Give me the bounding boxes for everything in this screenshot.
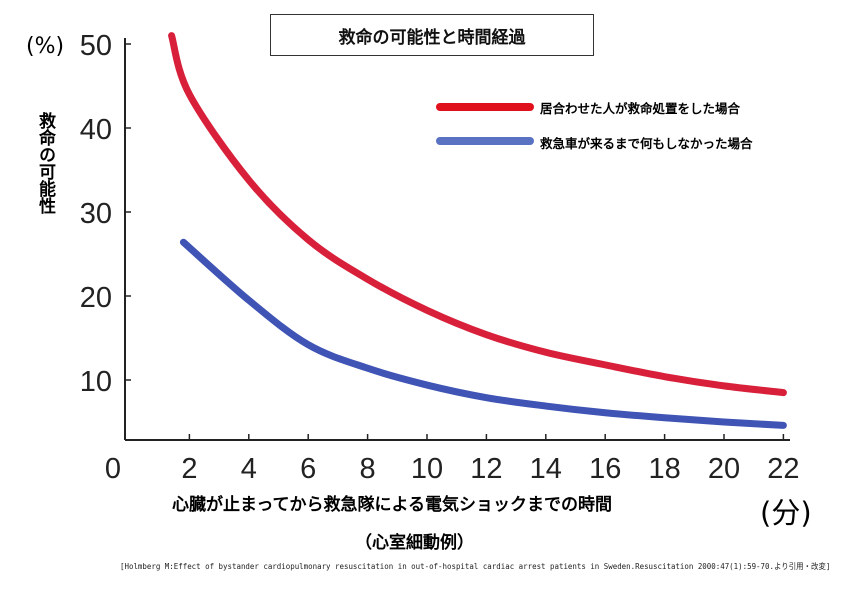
x-unit: (分)	[760, 496, 812, 530]
legend-label-no-action: 救急車が来るまで何もしなかった場合	[540, 136, 753, 151]
legend-label-bystander: 居合わせた人が救命処置をした場合	[540, 101, 741, 116]
x-tick-label: 16	[589, 453, 621, 485]
y-tick-label: 50	[80, 30, 112, 62]
x-tick-label: 10	[411, 453, 443, 485]
y-tick-label: 20	[80, 282, 112, 314]
x-tick-label: 12	[470, 453, 502, 485]
y-tick-label: 10	[80, 366, 112, 398]
series-line-0	[168, 32, 787, 397]
x-tick-label: 18	[648, 453, 680, 485]
x-tick-label: 6	[300, 453, 316, 485]
x-axis-sublabel: （心室細動例）	[355, 533, 474, 553]
x-tick-label: 2	[181, 453, 197, 485]
y-axis-label: 救命の可能性	[35, 112, 55, 214]
series-line-1	[179, 238, 787, 429]
chart-title: 救命の可能性と時間経過	[270, 14, 594, 56]
y-tick-label: 30	[80, 198, 112, 230]
x-tick-label: 8	[360, 453, 376, 485]
source-citation: [Holmberg M:Effect of bystander cardiopu…	[120, 562, 831, 571]
x-tick-label: 20	[708, 453, 740, 485]
x-tick-label: 4	[241, 453, 257, 485]
x-tick-label: 22	[767, 453, 799, 485]
y-unit: (%)	[26, 34, 65, 59]
x-tick-label: 14	[530, 453, 562, 485]
x-axis-label: 心臓が止まってから救急隊による電気ショックまでの時間	[172, 495, 612, 515]
y-tick-label: 40	[80, 114, 112, 146]
x-tick-label: 0	[105, 453, 121, 485]
